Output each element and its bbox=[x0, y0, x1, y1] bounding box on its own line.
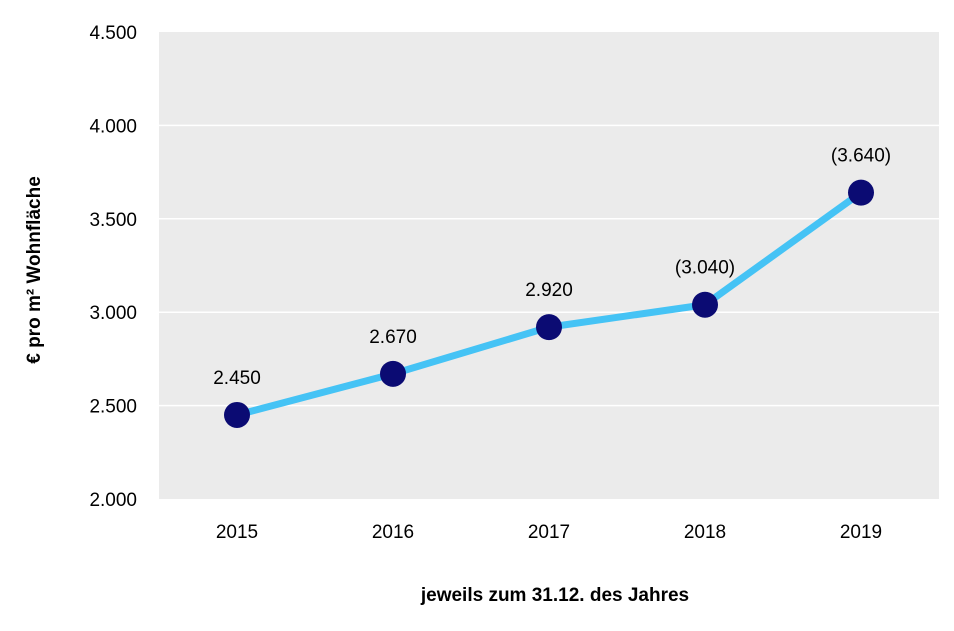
x-tick-label: 2015 bbox=[216, 522, 258, 543]
y-tick-label: 4.500 bbox=[89, 23, 137, 44]
gridlines bbox=[159, 124, 939, 407]
x-axis-title: jeweils zum 31.12. des Jahres bbox=[420, 585, 689, 606]
data-label-2017: 2.920 bbox=[525, 280, 573, 301]
data-point-2015 bbox=[224, 401, 250, 428]
data-point-2018 bbox=[692, 291, 718, 318]
y-tick-label: 3.000 bbox=[89, 303, 137, 324]
x-tick-label: 2017 bbox=[528, 522, 570, 543]
y-tick-label: 4.000 bbox=[89, 116, 137, 137]
data-point-2019 bbox=[848, 179, 874, 206]
data-label-2015: 2.450 bbox=[213, 368, 261, 389]
y-axis-ticks: 2.000 2.500 3.000 3.500 4.000 4.500 bbox=[89, 23, 137, 511]
y-tick-label: 3.500 bbox=[89, 210, 137, 231]
data-label-2016: 2.670 bbox=[369, 327, 417, 348]
data-labels: 2.450 2.670 2.920 (3.040) (3.640) bbox=[213, 146, 891, 389]
data-point-2017 bbox=[536, 314, 562, 341]
data-label-2019: (3.640) bbox=[831, 146, 891, 167]
data-label-2018: (3.040) bbox=[675, 258, 735, 279]
x-tick-label: 2019 bbox=[840, 522, 882, 543]
y-tick-label: 2.500 bbox=[89, 397, 137, 418]
x-tick-label: 2018 bbox=[684, 522, 726, 543]
y-axis-title: € pro m² Wohnfläche bbox=[24, 176, 45, 364]
x-tick-label: 2016 bbox=[372, 522, 414, 543]
data-points bbox=[224, 179, 874, 428]
x-axis-ticks: 2015 2016 2017 2018 2019 bbox=[216, 522, 882, 543]
y-tick-label: 2.000 bbox=[89, 490, 137, 511]
plot-area bbox=[159, 32, 939, 499]
data-point-2016 bbox=[380, 360, 406, 387]
